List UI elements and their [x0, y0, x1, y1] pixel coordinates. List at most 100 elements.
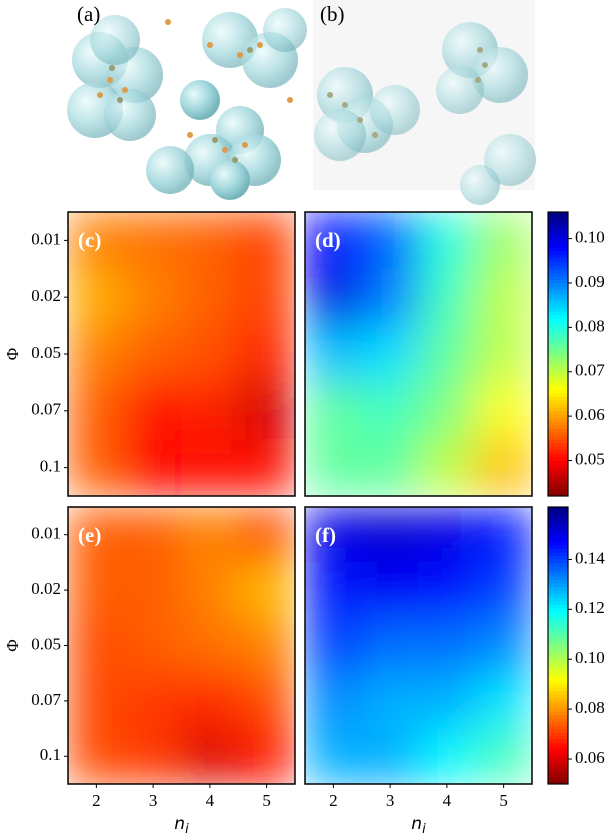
colorbar-slice: [548, 428, 568, 433]
image-b: [313, 0, 536, 205]
heatmap-cell: [238, 728, 295, 784]
colorbar-slice: [548, 572, 568, 577]
colorbar-slice: [548, 425, 568, 430]
colorbar-slice: [548, 488, 568, 493]
colorbar-slice: [548, 728, 568, 733]
colorbar-slice: [548, 293, 568, 298]
y-tick-label: 0.05: [31, 343, 61, 362]
heatmap-cell: [68, 212, 126, 270]
colorbar-slice: [548, 770, 568, 775]
heatmap-cell: [124, 617, 182, 674]
colorbar-slice: [548, 389, 568, 394]
heatmap-cell: [181, 673, 239, 730]
heatmap-cell: [68, 382, 126, 440]
y-tick-label: 0.02: [31, 286, 61, 305]
colorbar-tick-label: 0.06: [575, 405, 605, 424]
colorbar-slice: [548, 318, 568, 323]
heatmap-cell: [124, 439, 182, 496]
panel-label: (e): [78, 523, 101, 547]
colorbar-slice: [548, 371, 568, 376]
heatmap-cell: [418, 325, 476, 383]
heatmap-cell: [361, 617, 419, 674]
y-axis-label: Φ: [3, 639, 22, 651]
colorbar-slice: [548, 346, 568, 351]
heatmap-cell: [238, 382, 295, 440]
colorbar-slice: [548, 669, 568, 674]
x-tick-label: 4: [443, 791, 452, 810]
colorbar-slice: [548, 655, 568, 660]
colorbar-slice: [548, 527, 568, 532]
colorbar-slice: [548, 421, 568, 426]
colorbar-slice: [548, 565, 568, 570]
heatmap-cell: [475, 617, 532, 674]
colorbar-slice: [548, 576, 568, 581]
colorbar-slice: [548, 435, 568, 440]
heatmap-cell: [181, 325, 239, 383]
colorbar-slice: [548, 478, 568, 483]
heatmap-cell: [305, 507, 363, 563]
x-tick-label: 5: [499, 791, 508, 810]
panel-label: (f): [315, 523, 336, 547]
colorbar-slice: [548, 410, 568, 415]
heatmap-cell: [418, 728, 476, 784]
colorbar-slice: [548, 229, 568, 234]
colorbar-slice: [548, 752, 568, 757]
colorbar-tick-label: 0.06: [575, 748, 605, 767]
colorbar-slice: [548, 339, 568, 344]
heatmap-cell: [361, 325, 419, 383]
heatmap-cell: [361, 268, 419, 327]
heatmap-cell: [68, 439, 126, 496]
colorbar-slice: [548, 659, 568, 664]
colorbar-slice: [548, 642, 568, 646]
panel-frame: [304, 506, 533, 785]
colorbar-slice: [548, 593, 568, 598]
colorbar-slice: [548, 446, 568, 451]
colorbar-slice: [548, 624, 568, 629]
colorbar-slice: [548, 279, 568, 284]
x-axis-label: ni: [411, 814, 426, 837]
heatmap-cell: [238, 325, 295, 383]
colorbar-slice: [548, 600, 568, 605]
colorbar-slice: [548, 756, 568, 761]
colorbar-slice: [548, 417, 568, 422]
colorbar-slice: [548, 531, 568, 536]
y-tick-label: 0.1: [40, 745, 61, 764]
colorbar-slice: [548, 680, 568, 685]
colorbar-slice: [548, 735, 568, 740]
colorbar-slice: [548, 545, 568, 550]
heatmap-cell: [238, 212, 295, 270]
colorbar-slice: [548, 697, 568, 702]
heatmap-cell: [361, 562, 419, 619]
heatmap-cell: [124, 673, 182, 730]
colorbar-slice: [548, 222, 568, 227]
colorbar-slice: [548, 628, 568, 633]
colorbar-slice: [548, 350, 568, 355]
heatmap-cell: [181, 507, 239, 563]
colorbar-tick-label: 0.07: [575, 361, 605, 380]
colorbar-slice: [548, 307, 568, 312]
heatmap-cell: [124, 212, 182, 270]
colorbar-slice: [548, 725, 568, 730]
heatmap-cell: [124, 562, 182, 619]
heatmap-cell: [475, 325, 532, 383]
x-axis-label: ni: [174, 814, 189, 837]
heatmap-cell: [418, 382, 476, 440]
colorbar-slice: [548, 300, 568, 305]
heatmap-cell: [68, 268, 126, 327]
colorbar-slice: [548, 439, 568, 444]
colorbar-slice: [548, 666, 568, 671]
colorbar-slice: [548, 569, 568, 574]
x-tick-label: 2: [92, 791, 101, 810]
colorbar-slice: [548, 690, 568, 695]
colorbar-slice: [548, 777, 568, 782]
heatmap-cell: [475, 562, 532, 619]
heatmap-cell: [418, 673, 476, 730]
heatmap-cell: [181, 268, 239, 327]
heatmap: [68, 507, 295, 784]
heatmap-cell: [238, 507, 295, 563]
colorbar-slice: [548, 538, 568, 543]
colorbar-slice: [548, 749, 568, 754]
colorbar-slice: [548, 614, 568, 619]
colorbar-slice: [548, 648, 568, 653]
